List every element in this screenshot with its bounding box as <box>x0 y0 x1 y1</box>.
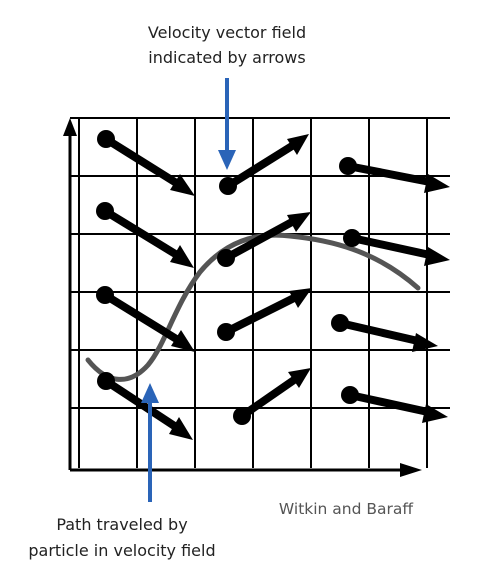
particle-path <box>85 232 421 382</box>
vector-arrow <box>96 286 195 352</box>
bottom-label-line2: particle in velocity field <box>28 541 215 560</box>
vector-origin-dot <box>96 202 114 220</box>
vector-arrow <box>339 157 450 193</box>
vector-arrowhead-icon <box>170 174 195 196</box>
vector-arrowhead-icon <box>288 368 311 388</box>
vector-arrow <box>96 202 194 268</box>
credit-text: Witkin and Baraff <box>279 500 413 518</box>
vector-arrowhead-icon <box>422 404 448 423</box>
x-axis-arrowhead-icon <box>400 463 422 477</box>
vector-arrow <box>233 368 311 425</box>
vector-arrowhead-icon <box>169 417 193 440</box>
vector-arrow <box>219 134 309 195</box>
vector-arrow <box>331 314 438 352</box>
vector-arrowhead-icon <box>424 247 450 266</box>
vector-arrow <box>217 288 312 341</box>
vector-arrowhead-icon <box>424 174 450 193</box>
vector-arrowhead-icon <box>412 333 438 352</box>
vector-arrow <box>97 130 195 196</box>
vector-arrowhead-icon <box>171 330 195 352</box>
vector-origin-dot <box>219 177 237 195</box>
bottom-label-line1: Path traveled by <box>56 515 187 534</box>
vector-origin-dot <box>343 229 361 247</box>
vector-origin-dot <box>217 323 235 341</box>
y-axis-arrowhead-icon <box>63 118 77 136</box>
velocity-vectors <box>96 130 450 440</box>
vector-arrow <box>341 386 448 423</box>
vector-arrow <box>97 372 193 440</box>
vector-origin-dot <box>331 314 349 332</box>
top-annotation-arrowhead-icon <box>218 150 236 170</box>
vector-arrow <box>217 212 311 267</box>
vector-arrowhead-icon <box>287 134 309 155</box>
vector-origin-dot <box>96 286 114 304</box>
top-label-line2: indicated by arrows <box>148 48 305 67</box>
top-annotation-arrow <box>218 78 236 170</box>
vector-origin-dot <box>339 157 357 175</box>
vector-origin-dot <box>233 407 251 425</box>
bottom-annotation-arrow <box>141 383 159 502</box>
vector-origin-dot <box>217 249 235 267</box>
vector-arrow <box>343 229 450 266</box>
vector-arrowhead-icon <box>170 245 194 268</box>
vector-origin-dot <box>97 372 115 390</box>
vector-arrowhead-icon <box>289 288 312 308</box>
vector-arrowhead-icon <box>287 212 311 232</box>
vector-origin-dot <box>97 130 115 148</box>
bottom-annotation-arrowhead-icon <box>141 383 159 403</box>
top-label-line1: Velocity vector field <box>148 23 306 42</box>
vector-origin-dot <box>341 386 359 404</box>
axes <box>63 118 422 477</box>
